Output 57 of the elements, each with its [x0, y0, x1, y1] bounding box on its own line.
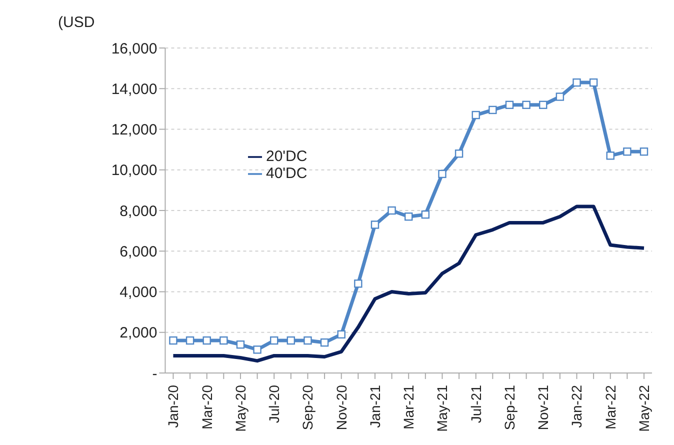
y-tick-label: 12,000	[111, 122, 158, 139]
x-tick-label: Jan-20	[165, 384, 182, 428]
point	[354, 280, 362, 288]
point	[304, 336, 312, 345]
point	[438, 170, 446, 178]
x-tick-label: Jan-22	[568, 384, 585, 428]
point	[539, 100, 548, 109]
y-tick-label: 14,000	[111, 80, 158, 98]
point	[202, 336, 211, 345]
point	[505, 100, 514, 109]
x-tick-label: May-20	[232, 384, 248, 432]
y-tick-label: 8,000	[120, 202, 158, 220]
x-tick-label: Mar-21	[400, 384, 417, 430]
point	[606, 152, 614, 160]
x-tick-label: Sep-21	[501, 384, 518, 430]
x-tick-label: May-22	[636, 384, 652, 432]
x-tick-label: Sep-20	[300, 384, 316, 430]
x-tick-label: Mar-22	[602, 384, 618, 430]
point	[286, 336, 296, 345]
point	[270, 336, 278, 345]
point	[220, 336, 228, 345]
point	[169, 336, 178, 345]
x-tick-label: Jul-21	[468, 384, 484, 424]
point	[404, 212, 413, 221]
point	[186, 336, 194, 345]
point	[623, 147, 632, 156]
point	[370, 220, 380, 229]
point	[454, 150, 464, 158]
point	[556, 92, 564, 101]
legend-label: 40'DC	[266, 165, 308, 182]
line-series	[171, 204, 646, 363]
point	[572, 78, 581, 87]
point	[472, 110, 480, 120]
x-tick-label: Jul-20	[266, 384, 282, 424]
x-tick-label: Nov-20	[333, 384, 350, 430]
y-tick-label: 2,000	[120, 324, 158, 342]
y-axis-title: (USD	[58, 14, 95, 31]
x-tick-label: May-21	[434, 384, 450, 432]
point	[589, 78, 598, 87]
x-tick-label: Jan-21	[366, 384, 383, 428]
y-tick-label: 4,000	[120, 284, 158, 302]
point	[640, 147, 648, 156]
point	[522, 100, 530, 109]
point	[320, 338, 329, 347]
point	[236, 340, 245, 349]
point	[337, 330, 346, 339]
x-tick-label: Mar-20	[198, 384, 215, 430]
y-tick-label: -	[152, 365, 158, 382]
point	[488, 106, 497, 114]
point	[421, 210, 430, 219]
point	[388, 206, 396, 215]
point	[253, 346, 262, 354]
y-tick-label: 6,000	[120, 243, 158, 260]
x-tick-label: Nov-21	[535, 384, 552, 430]
y-tick-label: 16,000	[111, 40, 158, 58]
legend-label: 20'DC	[266, 148, 308, 165]
y-tick-label: 10,000	[111, 162, 158, 180]
